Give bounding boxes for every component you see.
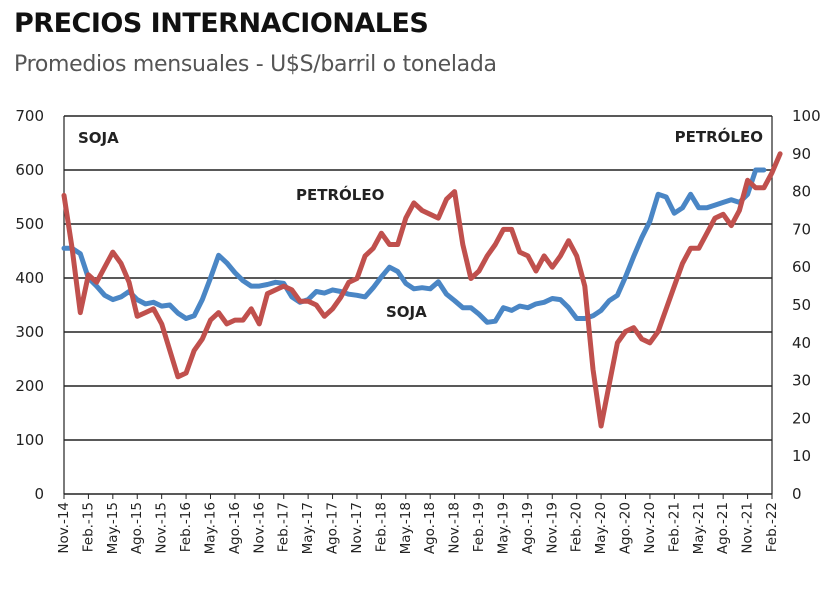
x-tick-label: Nov.-19 [544,502,560,554]
y-left-tick-label: 400 [15,269,44,287]
x-tick-label: Feb.-16 [178,502,194,552]
series-line-soja [61,167,767,325]
x-tick-label: Nov.-17 [349,502,365,554]
x-tick-label: Ago.-18 [422,502,438,554]
y-left-tick-label: 100 [15,431,44,449]
y-right-tick-label: 90 [792,145,811,163]
x-tick-label: Ago.-21 [715,502,731,554]
label-layer: SOJA PETRÓLEO PETRÓLEO SOJA [78,127,763,321]
x-tick-label: Nov.-21 [740,502,756,554]
y-right-tick-label: 40 [792,334,811,352]
x-tick-label: May.-21 [691,502,707,554]
series-layer [61,151,783,429]
x-tick-label: May.-19 [495,502,511,554]
x-tick-label: May.-18 [398,502,414,554]
y-right-tick-label: 100 [792,107,821,125]
series-line-petroleo [61,151,783,429]
x-tick-label: Feb.-20 [569,502,585,552]
y-right-tick-label: 30 [792,372,811,390]
y-right-tick-label: 0 [792,485,802,503]
annotation-soja-mid: SOJA [386,303,427,321]
annotation-petroleo-right: PETRÓLEO [675,127,763,146]
x-tick-label: Ago.-19 [520,502,536,554]
y-left-tick-label: 600 [15,161,44,179]
chart-subtitle: Promedios mensuales - U$S/barril o tonel… [14,52,497,77]
x-tick-label: Nov.-16 [251,502,267,554]
x-tick-label: Nov.-18 [447,502,463,554]
x-tick-label: May.-20 [593,502,609,554]
x-tick-label: Feb.-19 [471,502,487,552]
y-left-tick-label: 700 [15,107,44,125]
chart-title: PRECIOS INTERNACIONALES [14,8,429,39]
y-right-tick-label: 20 [792,409,811,427]
x-tick-label: May.-16 [202,502,218,554]
x-tick-label: May.-15 [105,502,121,554]
y-left-tick-label: 0 [34,485,44,503]
y-right-tick-label: 50 [792,296,811,314]
y-right-tick-label: 70 [792,220,811,238]
x-tick-label: Feb.-22 [764,502,780,552]
x-tick-label: Ago.-15 [129,502,145,554]
y-right-tick-label: 60 [792,258,811,276]
x-tick-label: Feb.-18 [373,502,389,552]
annotation-soja-top: SOJA [78,129,119,147]
x-tick-label: Feb.-21 [666,502,682,552]
y-left-tick-label: 300 [15,323,44,341]
x-tick-label: Ago.-20 [618,502,634,554]
y-right-tick-label: 80 [792,183,811,201]
x-tick-label: Nov.-20 [642,502,658,554]
y-left-tick-label: 500 [15,215,44,233]
x-tick-label: Feb.-15 [80,502,96,552]
annotation-petroleo-mid: PETRÓLEO [296,185,384,204]
axis-layer: 0 100 200 300 400 500 600 700 0 10 20 30 40 50 60 70 80 9… [15,107,820,554]
y-left-tick-label: 200 [15,377,44,395]
grid-layer [64,115,772,495]
x-tick-label: Nov.-14 [56,502,72,554]
x-tick-label: Ago.-16 [227,502,243,554]
x-tick-label: May.-17 [300,502,316,554]
x-tick-label: Ago.-17 [325,502,341,554]
y-right-tick-label: 10 [792,447,811,465]
x-tick-label: Feb.-17 [276,502,292,552]
x-tick-label: Nov.-15 [154,502,170,554]
